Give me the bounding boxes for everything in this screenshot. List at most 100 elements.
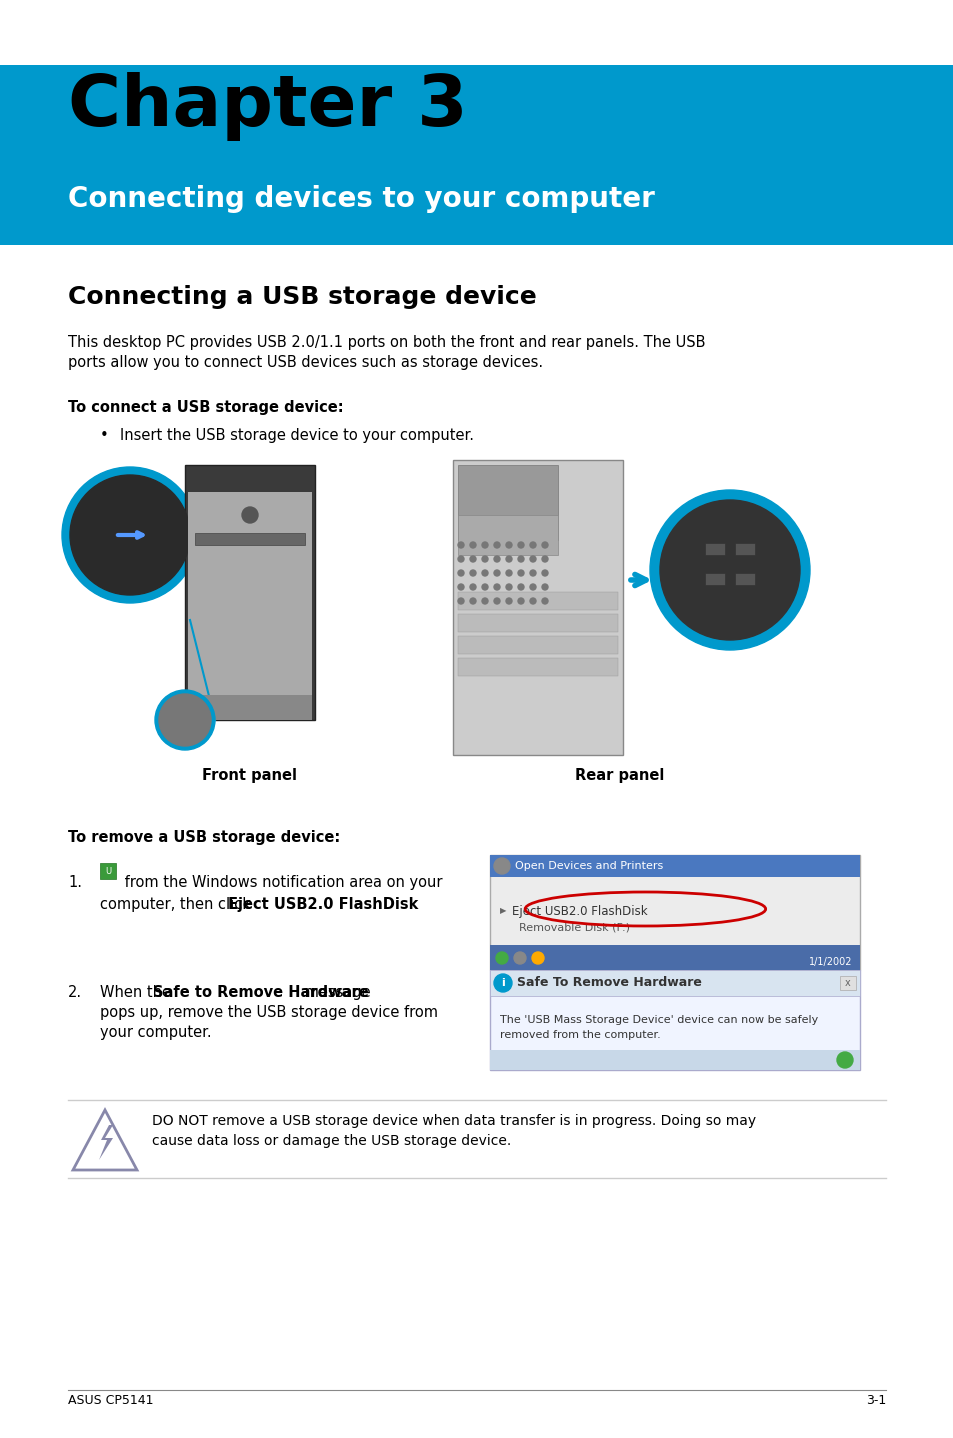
Text: pops up, remove the USB storage device from: pops up, remove the USB storage device f… <box>100 1005 437 1020</box>
Circle shape <box>505 542 512 548</box>
FancyBboxPatch shape <box>185 464 314 720</box>
FancyBboxPatch shape <box>704 544 724 555</box>
Text: DO NOT remove a USB storage device when data transfer is in progress. Doing so m: DO NOT remove a USB storage device when … <box>152 1114 756 1127</box>
Circle shape <box>530 584 536 590</box>
Circle shape <box>494 569 499 577</box>
FancyBboxPatch shape <box>457 614 618 631</box>
Circle shape <box>541 584 547 590</box>
FancyBboxPatch shape <box>704 572 724 585</box>
Circle shape <box>159 695 211 746</box>
Text: removed from the computer.: removed from the computer. <box>499 1030 660 1040</box>
Circle shape <box>517 542 523 548</box>
Circle shape <box>470 584 476 590</box>
FancyBboxPatch shape <box>490 971 859 1070</box>
Circle shape <box>481 542 488 548</box>
FancyBboxPatch shape <box>490 945 859 971</box>
Circle shape <box>481 569 488 577</box>
Text: cause data loss or damage the USB storage device.: cause data loss or damage the USB storag… <box>152 1135 511 1148</box>
Circle shape <box>517 598 523 604</box>
Circle shape <box>457 557 463 562</box>
Circle shape <box>541 569 547 577</box>
Text: message: message <box>300 985 371 999</box>
FancyBboxPatch shape <box>457 659 618 676</box>
FancyBboxPatch shape <box>188 695 312 720</box>
Circle shape <box>505 584 512 590</box>
Circle shape <box>836 1053 852 1068</box>
Text: computer, then click: computer, then click <box>100 897 255 912</box>
Circle shape <box>494 858 510 874</box>
Circle shape <box>70 475 190 595</box>
Circle shape <box>470 557 476 562</box>
Circle shape <box>541 542 547 548</box>
FancyBboxPatch shape <box>0 65 953 244</box>
Text: Safe To Remove Hardware: Safe To Remove Hardware <box>517 976 701 989</box>
Text: This desktop PC provides USB 2.0/1.1 ports on both the front and rear panels. Th: This desktop PC provides USB 2.0/1.1 por… <box>68 335 705 349</box>
Polygon shape <box>99 1125 112 1160</box>
Circle shape <box>481 584 488 590</box>
FancyBboxPatch shape <box>457 515 558 555</box>
FancyBboxPatch shape <box>490 856 859 971</box>
Circle shape <box>517 557 523 562</box>
Circle shape <box>457 569 463 577</box>
FancyBboxPatch shape <box>100 863 116 879</box>
Circle shape <box>242 508 257 523</box>
Text: Safe to Remove Hardware: Safe to Remove Hardware <box>152 985 369 999</box>
Circle shape <box>530 542 536 548</box>
Circle shape <box>470 598 476 604</box>
Circle shape <box>532 952 543 963</box>
Circle shape <box>470 569 476 577</box>
Text: Front panel: Front panel <box>202 768 297 784</box>
Text: •: • <box>100 429 109 443</box>
Text: Open Devices and Printers: Open Devices and Printers <box>515 861 662 871</box>
FancyBboxPatch shape <box>453 460 622 755</box>
Circle shape <box>659 500 800 640</box>
FancyBboxPatch shape <box>734 544 754 555</box>
Circle shape <box>494 557 499 562</box>
Text: 3-1: 3-1 <box>864 1393 885 1406</box>
FancyBboxPatch shape <box>490 1050 859 1070</box>
Circle shape <box>457 598 463 604</box>
Text: Connecting devices to your computer: Connecting devices to your computer <box>68 186 654 213</box>
FancyBboxPatch shape <box>457 592 618 610</box>
Circle shape <box>496 952 507 963</box>
Circle shape <box>481 598 488 604</box>
Text: ASUS CP5141: ASUS CP5141 <box>68 1393 153 1406</box>
Circle shape <box>62 467 198 603</box>
Text: U: U <box>105 867 111 876</box>
Circle shape <box>154 690 214 751</box>
Text: Rear panel: Rear panel <box>575 768 664 784</box>
Text: 2.: 2. <box>68 985 82 999</box>
Circle shape <box>505 557 512 562</box>
Circle shape <box>514 952 525 963</box>
FancyBboxPatch shape <box>840 976 855 989</box>
Circle shape <box>530 557 536 562</box>
Circle shape <box>541 557 547 562</box>
Circle shape <box>541 598 547 604</box>
Circle shape <box>505 598 512 604</box>
Text: from the Windows notification area on your: from the Windows notification area on yo… <box>120 874 442 890</box>
Text: Eject USB2.0 FlashDisk: Eject USB2.0 FlashDisk <box>228 897 418 912</box>
Text: Eject USB2.0 FlashDisk: Eject USB2.0 FlashDisk <box>512 905 647 917</box>
Text: Removable Disk (F:): Removable Disk (F:) <box>512 922 629 932</box>
Circle shape <box>517 569 523 577</box>
Circle shape <box>494 974 512 992</box>
Circle shape <box>530 598 536 604</box>
Circle shape <box>457 584 463 590</box>
Circle shape <box>505 569 512 577</box>
Text: To connect a USB storage device:: To connect a USB storage device: <box>68 400 343 416</box>
Circle shape <box>494 584 499 590</box>
Circle shape <box>517 584 523 590</box>
Circle shape <box>649 490 809 650</box>
Text: Chapter 3: Chapter 3 <box>68 72 467 141</box>
Text: The 'USB Mass Storage Device' device can now be safely: The 'USB Mass Storage Device' device can… <box>499 1015 818 1025</box>
Text: Insert the USB storage device to your computer.: Insert the USB storage device to your co… <box>120 429 474 443</box>
Text: 1/1/2002: 1/1/2002 <box>807 958 851 966</box>
Circle shape <box>457 542 463 548</box>
Circle shape <box>494 542 499 548</box>
Circle shape <box>494 598 499 604</box>
FancyBboxPatch shape <box>734 572 754 585</box>
Circle shape <box>470 542 476 548</box>
FancyBboxPatch shape <box>194 533 305 545</box>
Text: When the: When the <box>100 985 175 999</box>
FancyBboxPatch shape <box>457 464 558 541</box>
